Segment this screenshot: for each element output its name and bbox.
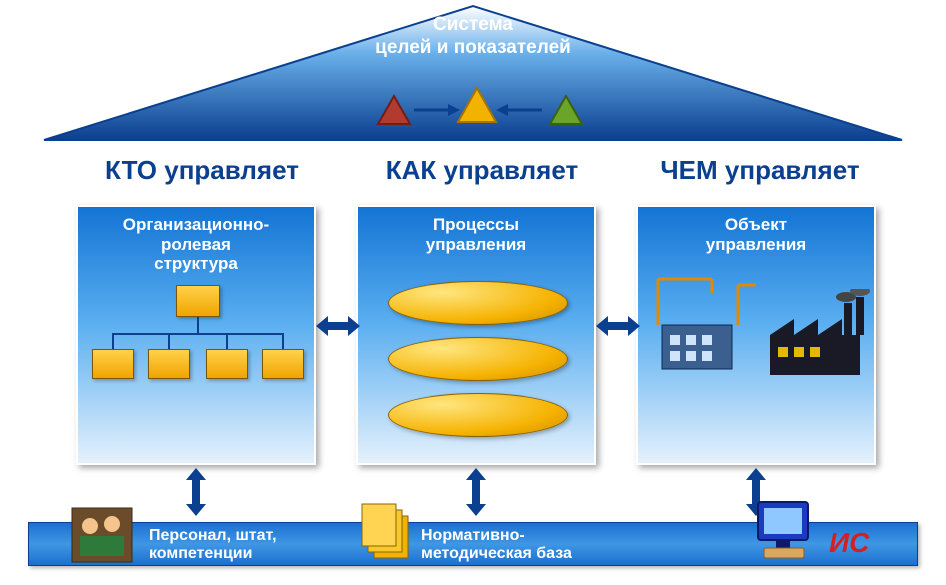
- roof-text-line1: Система: [433, 14, 513, 35]
- green-triangle-icon: [548, 94, 584, 128]
- construction-icon: [652, 275, 762, 375]
- dbl-arrow-vert-icon: [462, 468, 490, 516]
- panel-object-title: Объект управления: [638, 207, 874, 260]
- org-line: [282, 333, 284, 349]
- heading-how: КАК управляет: [362, 155, 602, 186]
- process-ellipse: [388, 393, 568, 437]
- heading-who: КТО управляет: [82, 155, 322, 186]
- org-line: [197, 317, 199, 333]
- panel-org-structure: Организационно- ролевая структура: [76, 205, 316, 465]
- org-node-child: [262, 349, 304, 379]
- dbl-arrow-vert-icon: [182, 468, 210, 516]
- dbl-arrow-horiz-icon: [316, 312, 360, 340]
- org-node-child: [92, 349, 134, 379]
- org-line: [112, 333, 114, 349]
- arrow-right-to-center-icon: [496, 100, 546, 120]
- panel-org-title: Организационно- ролевая структура: [78, 207, 314, 280]
- heading-what: ЧЕМ управляет: [640, 155, 880, 186]
- process-ellipse: [388, 281, 568, 325]
- panel-object-body: [638, 275, 874, 455]
- panel-org-body: [78, 275, 314, 455]
- panel-processes-body: [358, 275, 594, 455]
- people-icon: [70, 506, 134, 564]
- panel-processes: Процессы управления: [356, 205, 596, 465]
- dbl-arrow-horiz-icon: [596, 312, 640, 340]
- panel-object: Объект управления: [636, 205, 876, 465]
- arrow-left-to-center-icon: [410, 100, 460, 120]
- org-node-child: [206, 349, 248, 379]
- monitor-icon: [752, 498, 816, 564]
- factory-icon: [764, 289, 874, 381]
- org-line: [226, 333, 228, 349]
- yellow-triangle-icon: [456, 86, 498, 126]
- roof-text-line2: целей и показателей: [375, 37, 571, 58]
- bottom-label-is: ИС: [829, 527, 869, 559]
- org-line: [168, 333, 170, 349]
- org-node-root: [176, 285, 220, 317]
- red-triangle-icon: [376, 94, 412, 128]
- bottom-label-normative: Нормативно- методическая база: [421, 527, 572, 562]
- org-node-child: [148, 349, 190, 379]
- process-ellipse: [388, 337, 568, 381]
- bottom-label-personnel: Персонал, штат, компетенции: [149, 527, 277, 562]
- papers-icon: [360, 502, 416, 562]
- roof-title: Система целей и показателей: [0, 14, 946, 60]
- panel-processes-title: Процессы управления: [358, 207, 594, 260]
- org-line: [112, 333, 284, 335]
- roof: Система целей и показателей: [0, 0, 946, 150]
